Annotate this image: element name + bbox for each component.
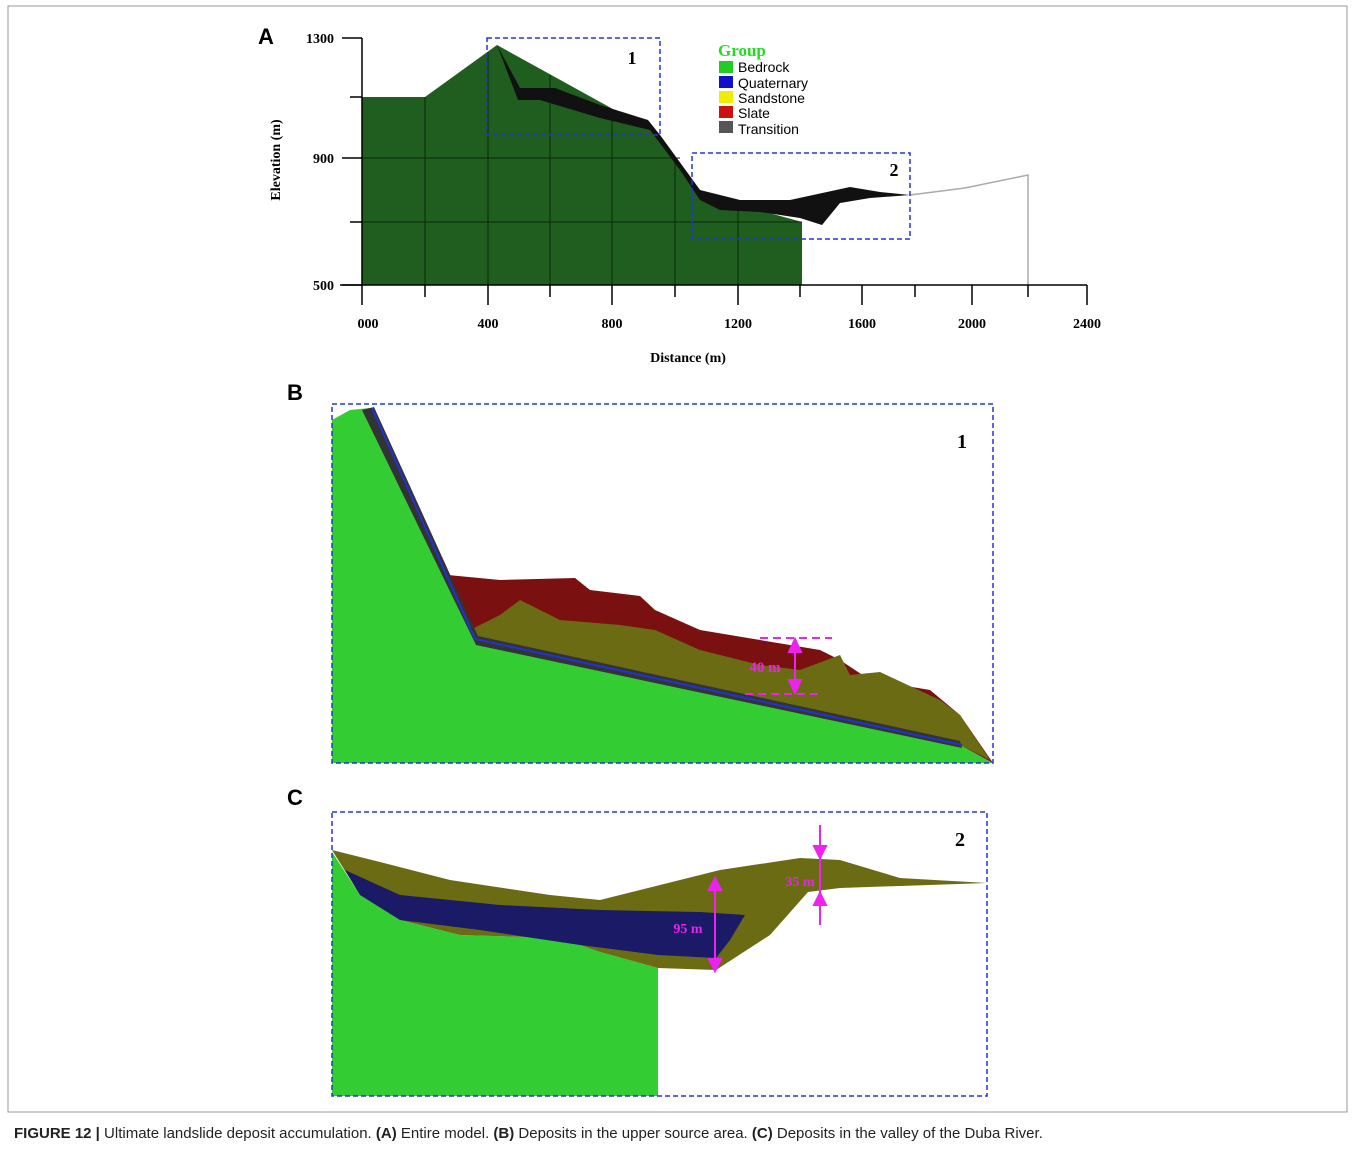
legend-item: Bedrock bbox=[738, 59, 790, 75]
y-tick-label: 900 bbox=[313, 152, 334, 167]
x-tick-label: 1600 bbox=[848, 317, 876, 332]
x-tick-label: 2400 bbox=[1073, 317, 1101, 332]
panel-a-model bbox=[362, 45, 1029, 285]
x-tick-label: 800 bbox=[602, 317, 623, 332]
legend-title: Group bbox=[718, 41, 766, 60]
panel-c-model bbox=[332, 850, 987, 1096]
caption-text: Deposits in the valley of the Duba River… bbox=[773, 1125, 1043, 1142]
panel-label: B bbox=[287, 380, 303, 405]
x-axis-label: Distance (m) bbox=[650, 351, 726, 366]
box-label: 2 bbox=[955, 829, 965, 851]
dimension-marker bbox=[707, 825, 828, 974]
y-axis-label: Elevation (m) bbox=[269, 119, 284, 201]
legend-item: Sandstone bbox=[738, 90, 805, 106]
legend-item: Quaternary bbox=[738, 75, 808, 91]
y-tick-label: 500 bbox=[313, 279, 334, 294]
x-tick-label: 400 bbox=[478, 317, 499, 332]
caption-text: Entire model. bbox=[397, 1125, 494, 1142]
caption-text: Ultimate landslide deposit accumulation. bbox=[100, 1125, 376, 1142]
x-tick-label: 1200 bbox=[724, 317, 752, 332]
legend: Group Bedrock Quaternary Sandstone Slate… bbox=[718, 41, 808, 137]
zoom-boxes bbox=[486, 37, 911, 240]
legend-item: Transition bbox=[738, 121, 799, 137]
zoom-box bbox=[331, 811, 988, 1097]
annotation: 40 m bbox=[749, 660, 781, 676]
panel-label: C bbox=[287, 785, 303, 810]
x-tick-label: 2000 bbox=[958, 317, 986, 332]
axes bbox=[340, 37, 1088, 305]
dimension-marker bbox=[745, 636, 832, 696]
figure-frame bbox=[7, 5, 1348, 1113]
box-label: 1 bbox=[628, 48, 637, 68]
box-label: 2 bbox=[890, 160, 899, 180]
caption-ref: (C) bbox=[752, 1125, 773, 1142]
panel-label: A bbox=[258, 24, 274, 49]
caption-text: Deposits in the upper source area. bbox=[514, 1125, 752, 1142]
annotation: 35 m bbox=[785, 875, 815, 890]
zoom-box bbox=[331, 403, 994, 764]
panel-b-model bbox=[332, 407, 993, 763]
caption-label: FIGURE 12 | bbox=[14, 1125, 100, 1142]
caption-ref: (A) bbox=[376, 1125, 397, 1142]
annotation: 95 m bbox=[673, 922, 703, 937]
caption-ref: (B) bbox=[493, 1125, 514, 1142]
caption: FIGURE 12 | Ultimate landslide deposit a… bbox=[14, 1125, 1043, 1142]
box-label: 1 bbox=[957, 431, 967, 453]
y-tick-label: 1300 bbox=[306, 32, 334, 47]
legend-item: Slate bbox=[738, 105, 770, 121]
x-tick-label: 000 bbox=[358, 317, 379, 332]
